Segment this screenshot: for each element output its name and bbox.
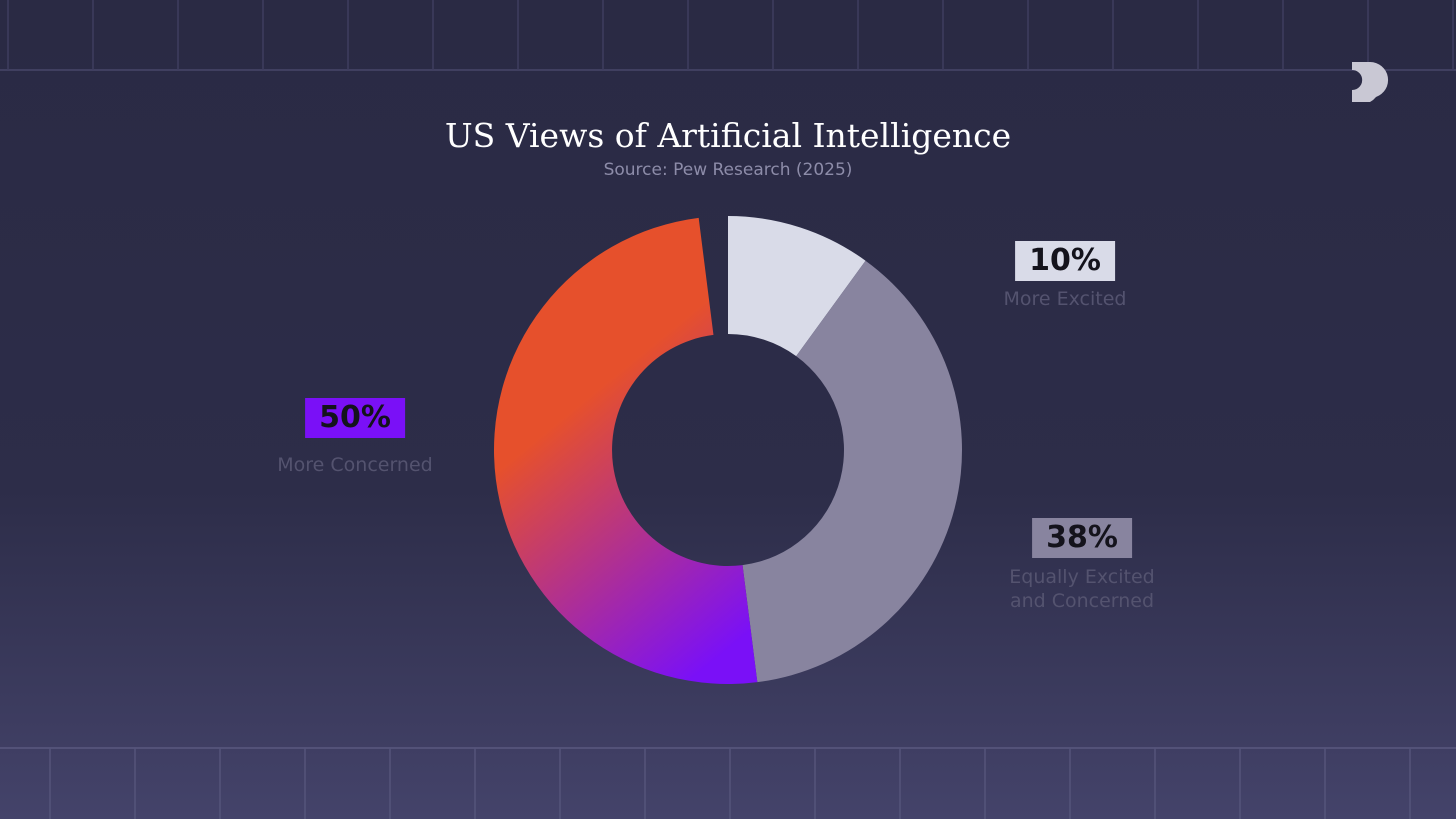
donut-slice bbox=[742, 260, 963, 683]
chart-title: US Views of Artificial Intelligence bbox=[444, 116, 1012, 155]
category-label: More Concerned bbox=[277, 454, 433, 476]
category-label: More Excited bbox=[1003, 288, 1127, 310]
donut-slice bbox=[494, 217, 758, 684]
value-label: 50% bbox=[305, 398, 405, 438]
value-label: 10% bbox=[1015, 241, 1115, 281]
chart-subtitle: Source: Pew Research (2025) bbox=[603, 160, 853, 180]
value-label: 38% bbox=[1032, 518, 1132, 558]
donut-slice bbox=[728, 216, 866, 357]
logo bbox=[1352, 61, 1389, 102]
category-label: Equally Excited and Concerned bbox=[1009, 566, 1155, 612]
